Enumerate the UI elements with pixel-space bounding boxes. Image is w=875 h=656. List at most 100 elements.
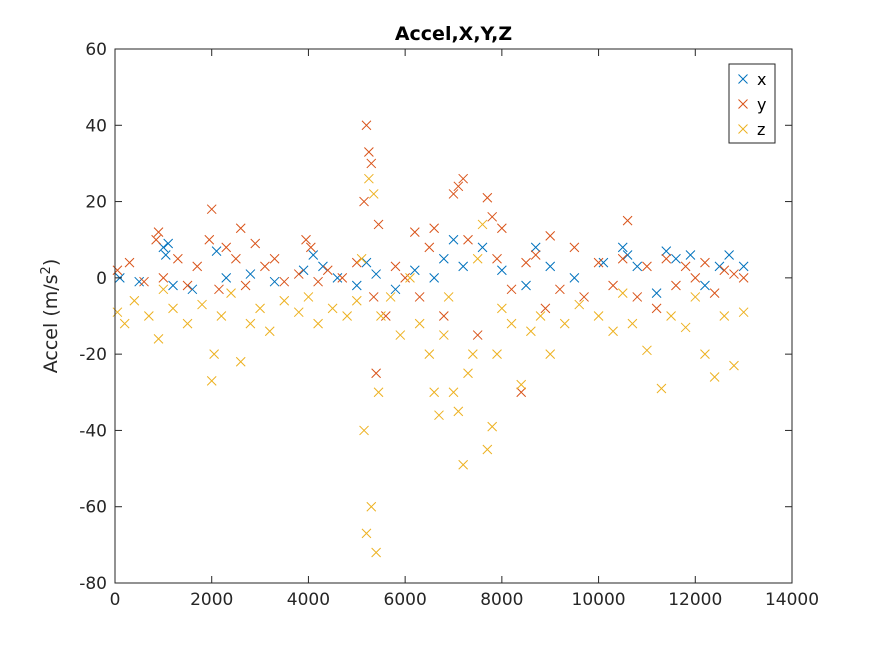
point-z [313, 318, 323, 329]
y-tick-label: 0 [96, 269, 107, 289]
point-x [187, 284, 198, 295]
point-y [569, 242, 580, 253]
point-y [540, 303, 551, 314]
point-x [361, 257, 372, 268]
point-y [139, 276, 149, 287]
plot-area-frame [114, 48, 793, 584]
point-y [364, 147, 374, 157]
point-y [400, 273, 410, 283]
point-y [366, 158, 377, 169]
point-y [453, 181, 464, 192]
legend: xyz [728, 63, 776, 144]
legend-label-z: z [757, 120, 765, 139]
point-z [414, 318, 425, 329]
point-y [651, 303, 662, 314]
point-y [235, 223, 246, 234]
point-y [738, 273, 749, 283]
point-x [569, 273, 580, 283]
point-y [371, 368, 381, 379]
point-z [719, 311, 730, 321]
point-z [472, 253, 483, 264]
point-x [598, 257, 609, 268]
x-tick-label: 8000 [480, 590, 523, 610]
point-z [129, 295, 140, 306]
point-z [351, 295, 362, 306]
y-tick-label: 40 [85, 116, 107, 136]
point-z [168, 303, 178, 314]
point-y [497, 223, 507, 234]
point-z [424, 349, 435, 359]
point-y [409, 227, 420, 237]
point-x [530, 242, 541, 253]
point-z [405, 273, 415, 283]
point-x [429, 273, 440, 283]
x-tick-label: 4000 [287, 590, 330, 610]
point-y [608, 280, 618, 291]
point-y [719, 265, 730, 276]
point-z [327, 303, 338, 314]
point-z [255, 303, 265, 314]
point-z [279, 295, 290, 306]
point-z [158, 284, 169, 295]
y-tick-label: -60 [79, 498, 107, 518]
point-z [245, 318, 256, 329]
series-x [114, 234, 749, 298]
point-y [555, 284, 565, 295]
point-x [521, 280, 531, 291]
point-y [240, 280, 251, 291]
point-y [579, 292, 589, 302]
point-x [308, 250, 319, 260]
axis-ticks: 0 2000 4000 6000 8000 10000 12000 14000 -80 -60 -4… [79, 40, 819, 610]
point-y [632, 292, 643, 302]
y-tick-label: 20 [85, 193, 107, 213]
point-y [359, 196, 369, 207]
point-y [151, 234, 161, 245]
point-z [356, 253, 367, 264]
point-y [112, 265, 123, 276]
point-y [373, 219, 384, 230]
point-z [666, 311, 676, 321]
point-x [545, 261, 556, 272]
point-y [690, 273, 701, 283]
point-x [160, 250, 171, 260]
point-y [506, 284, 517, 295]
point-z [264, 326, 275, 337]
point-z [359, 425, 369, 436]
point-x [671, 253, 681, 264]
y-axis-label: Accel (m/s2) [39, 259, 62, 374]
y-tick-label: -40 [79, 421, 107, 441]
legend-label-x: x [757, 70, 766, 89]
point-z [482, 444, 493, 455]
point-y [301, 234, 311, 245]
point-y [390, 261, 401, 272]
point-z [361, 528, 372, 539]
point-x [332, 273, 343, 283]
point-z [209, 349, 219, 359]
point-z [293, 307, 304, 318]
point-y [438, 311, 449, 321]
chart-title: Accel,X,Y,Z [395, 23, 512, 45]
point-z [526, 326, 536, 337]
point-z [463, 368, 473, 379]
point-z [216, 311, 227, 321]
point-z [709, 372, 720, 382]
point-z [119, 318, 130, 329]
point-x [622, 250, 633, 260]
point-z [458, 459, 469, 470]
point-z [608, 326, 618, 337]
y-axis-label-text: Accel (m/s [40, 274, 62, 373]
point-x [134, 276, 145, 287]
legend-marker-z [738, 124, 748, 134]
point-z [235, 356, 246, 367]
point-z [368, 189, 379, 199]
point-y [516, 387, 527, 398]
point-z [559, 318, 570, 329]
x-tick-label: 12000 [668, 590, 722, 610]
point-z [226, 288, 236, 298]
point-y [250, 238, 261, 249]
point-z [492, 349, 502, 359]
point-z [438, 330, 449, 340]
point-z [429, 387, 440, 398]
point-z [574, 299, 585, 310]
point-x [724, 250, 734, 260]
